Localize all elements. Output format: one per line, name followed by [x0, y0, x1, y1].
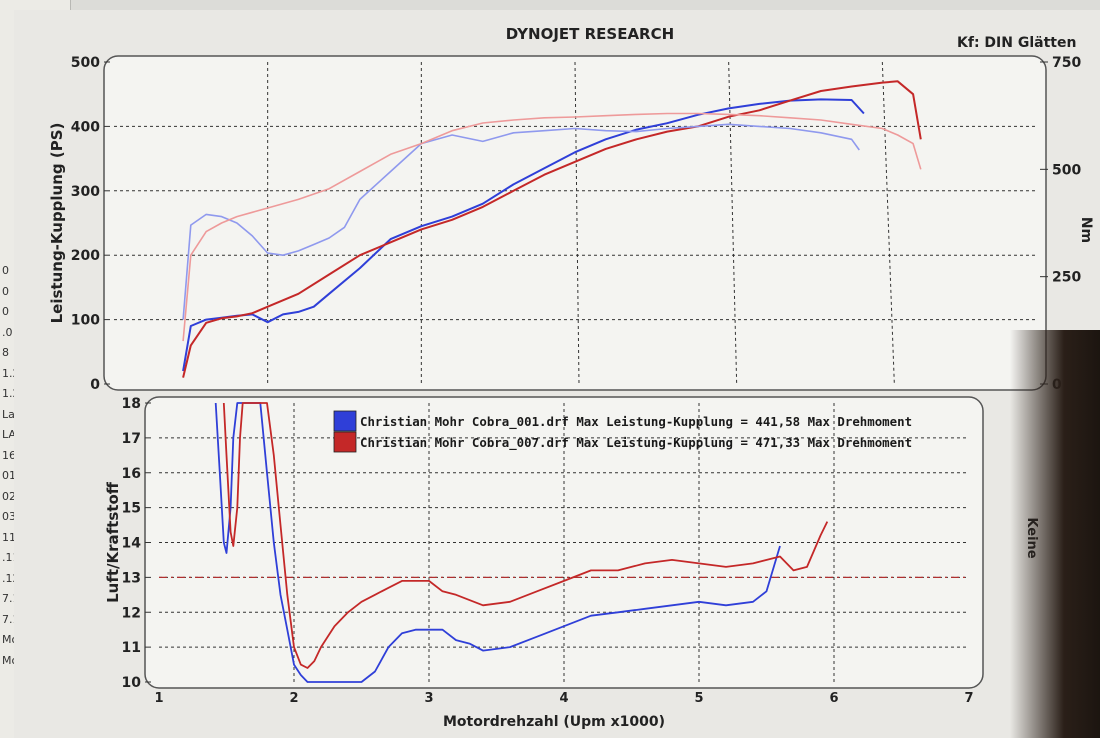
legend-entry-text: Christian Mohr Cobra_007.drf Max Leistun…	[360, 435, 912, 451]
legend-swatch	[333, 431, 357, 453]
screen-bezel-shadow	[1010, 330, 1100, 738]
x-tick-label: 1	[154, 691, 163, 706]
legend-swatch	[333, 410, 357, 432]
x-axis-label: Motordrehzahl (Upm x1000)	[443, 714, 665, 730]
file-list-item[interactable]: .0	[2, 325, 13, 339]
x-tick-label: 7	[964, 691, 973, 706]
y-tick-label: 10	[122, 675, 142, 691]
y-tick-label: 500	[71, 55, 100, 71]
plot-area-top	[103, 55, 1047, 391]
y-tick-label: 11	[122, 640, 141, 656]
power-torque-panel: 01002003004005000250500750Leistung-Kuppl…	[48, 55, 1094, 393]
y-axis-label: Luft/Kraftstoff	[104, 481, 122, 603]
y-tick-label: 100	[71, 313, 100, 329]
y-tick-label: 12	[122, 605, 141, 621]
y-tick-label: 14	[122, 536, 142, 552]
y-tick-label: 16	[122, 466, 141, 482]
chart-title: DYNOJET RESEARCH	[506, 25, 674, 43]
dyno-chart-window: DYNOJET RESEARCH Kf: DIN Glätten 0 100 200…	[14, 10, 1100, 738]
y-tick-label: 300	[71, 184, 100, 200]
y-tick-label: 18	[122, 396, 141, 412]
file-list-item[interactable]: 0	[2, 284, 9, 298]
x-tick-label: 2	[289, 691, 298, 706]
y-tick-label: 400	[71, 119, 100, 135]
x-tick-label: 6	[829, 691, 838, 706]
legend-entry-text: Christian Mohr Cobra_001.drf Max Leistun…	[360, 414, 912, 430]
y2-tick-label: 250	[1052, 270, 1081, 286]
file-list-item[interactable]: 8	[2, 346, 9, 359]
y-tick-label: 0	[90, 377, 100, 393]
y-tick-label: 200	[71, 248, 100, 264]
x-tick-label: 5	[694, 691, 703, 706]
x-tick-label: 3	[424, 691, 433, 706]
power-series-line	[182, 80, 922, 378]
x-tick-label: 4	[559, 691, 568, 706]
dyno-chart: DYNOJET RESEARCH Kf: DIN Glätten 0 100 200…	[48, 25, 1094, 730]
y2-tick-label: 500	[1052, 162, 1081, 178]
y-tick-label: 17	[122, 431, 141, 447]
y2-tick-label: 750	[1052, 55, 1081, 71]
y-tick-label: 13	[122, 570, 141, 586]
y-tick-label: 15	[122, 501, 141, 517]
file-list-item[interactable]: 0	[2, 264, 9, 277]
y-axis-label: Leistung-Kupplung (PS)	[48, 123, 66, 324]
afr-series-line	[222, 402, 829, 669]
file-list-item[interactable]: 0	[2, 305, 9, 318]
y2-axis-label: Nm	[1078, 217, 1094, 243]
torque-series-line	[182, 112, 922, 342]
chart-header-right: Kf: DIN Glätten	[957, 35, 1076, 51]
torque-series-line	[182, 123, 860, 320]
